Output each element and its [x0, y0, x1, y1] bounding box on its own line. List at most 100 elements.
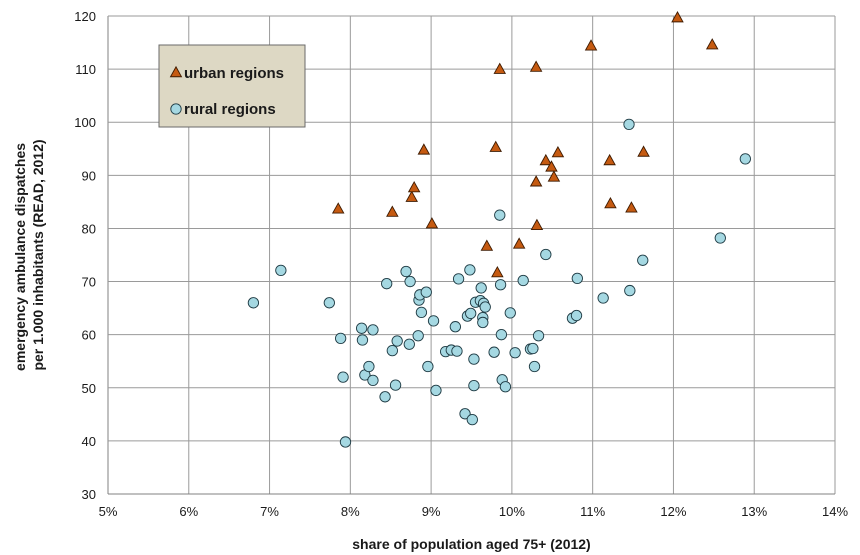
data-point-rural	[494, 279, 507, 291]
y-axis-title: emergency ambulance dispatches per 1.000…	[12, 139, 46, 371]
x-tick-label: 14%	[822, 504, 848, 519]
legend: urban regions rural regions	[158, 44, 306, 128]
data-point-urban	[480, 239, 494, 251]
data-point-rural	[449, 321, 461, 333]
data-point-rural	[363, 360, 375, 373]
data-point-rural	[339, 436, 352, 448]
data-point-rural	[499, 381, 512, 393]
data-point-urban	[405, 190, 418, 202]
y-tick-label: 50	[82, 381, 96, 396]
y-tick-label: 120	[74, 9, 96, 24]
data-point-urban	[551, 145, 565, 158]
data-point-urban	[637, 145, 650, 157]
y-tick-label: 100	[74, 115, 96, 130]
data-point-rural	[420, 286, 432, 298]
legend-label-urban: urban regions	[184, 65, 284, 82]
data-point-rural	[404, 275, 416, 288]
data-point-urban	[539, 153, 553, 166]
data-point-rural	[337, 371, 349, 383]
data-point-rural	[624, 284, 636, 297]
data-point-urban	[705, 38, 719, 50]
data-point-rural	[389, 379, 402, 391]
data-point-rural	[386, 344, 398, 357]
data-point-rural	[379, 391, 391, 403]
x-axis-ticks: 5% 6% 7% 8% 9% 10% 11% 12% 13% 14%	[99, 504, 849, 519]
data-point-rural	[528, 360, 541, 373]
legend-marker-urban-triangle	[169, 65, 183, 78]
data-point-rural	[509, 347, 521, 359]
x-tick-label: 5%	[99, 504, 118, 519]
y-axis-title-line-2: per 1.000 inhabitants (READ, 2012)	[30, 139, 46, 370]
data-point-urban	[545, 160, 558, 172]
data-point-urban	[425, 217, 439, 229]
data-point-rural	[430, 384, 442, 397]
x-axis-title: share of population aged 75+ (2012)	[352, 536, 590, 552]
legend-box	[158, 44, 306, 128]
y-tick-label: 110	[75, 62, 96, 77]
data-point-rural	[464, 264, 476, 276]
y-tick-label: 70	[82, 275, 96, 290]
x-tick-label: 10%	[499, 504, 525, 519]
data-point-rural	[381, 278, 393, 290]
data-point-rural	[412, 330, 424, 342]
data-point-rural	[504, 307, 516, 319]
data-point-rural	[494, 209, 506, 221]
x-tick-label: 13%	[741, 504, 767, 519]
data-point-rural	[465, 307, 477, 320]
y-tick-label: 40	[82, 434, 96, 449]
data-point-rural	[571, 272, 583, 285]
data-point-rural	[356, 334, 369, 346]
data-point-rural	[367, 324, 379, 336]
x-tick-label: 11%	[580, 504, 605, 519]
data-point-urban	[604, 196, 617, 209]
data-point-rural	[527, 342, 539, 355]
data-point-urban	[331, 202, 345, 214]
y-tick-label: 60	[82, 328, 96, 343]
data-point-rural	[637, 254, 649, 266]
data-point-rural	[323, 297, 335, 309]
data-point-rural	[540, 248, 552, 261]
data-point-rural	[247, 297, 260, 309]
data-point-rural	[495, 329, 508, 341]
data-point-rural	[459, 408, 471, 420]
data-point-urban	[603, 153, 616, 166]
x-tick-label: 12%	[660, 504, 686, 519]
x-tick-label: 8%	[341, 504, 360, 519]
data-point-urban	[671, 11, 684, 23]
y-axis-ticks: 30 40 50 60 70 80 90 100 110 120	[74, 9, 96, 502]
data-point-rural	[391, 335, 403, 347]
data-point-rural	[275, 264, 287, 277]
data-point-urban	[386, 205, 399, 217]
data-point-rural	[451, 345, 463, 357]
data-point-rural	[714, 232, 726, 244]
data-point-rural	[570, 309, 583, 322]
x-tick-label: 6%	[179, 504, 198, 519]
data-point-urban	[547, 170, 561, 182]
data-point-rural	[334, 332, 347, 345]
data-point-urban	[625, 201, 638, 213]
y-tick-label: 80	[82, 221, 96, 236]
data-point-rural	[479, 301, 491, 313]
y-tick-label: 90	[82, 168, 96, 183]
legend-label-rural: rural regions	[184, 101, 276, 118]
data-point-urban	[512, 237, 526, 249]
data-point-rural	[477, 316, 489, 329]
data-point-rural	[488, 346, 500, 358]
data-point-urban	[491, 265, 504, 278]
data-points	[247, 11, 751, 448]
data-point-rural	[427, 315, 440, 327]
data-point-rural	[452, 273, 465, 285]
legend-marker-rural-circle	[170, 103, 182, 115]
x-tick-label: 9%	[422, 504, 441, 519]
data-point-rural	[468, 380, 480, 392]
data-point-urban	[493, 62, 507, 74]
data-point-rural	[739, 153, 751, 165]
data-point-rural	[400, 265, 412, 278]
data-point-rural	[466, 413, 478, 426]
data-point-urban	[417, 143, 431, 155]
data-point-rural	[367, 374, 379, 386]
x-tick-label: 7%	[260, 504, 279, 519]
y-axis-title-line-1: emergency ambulance dispatches	[12, 143, 28, 371]
data-point-rural	[517, 274, 529, 287]
